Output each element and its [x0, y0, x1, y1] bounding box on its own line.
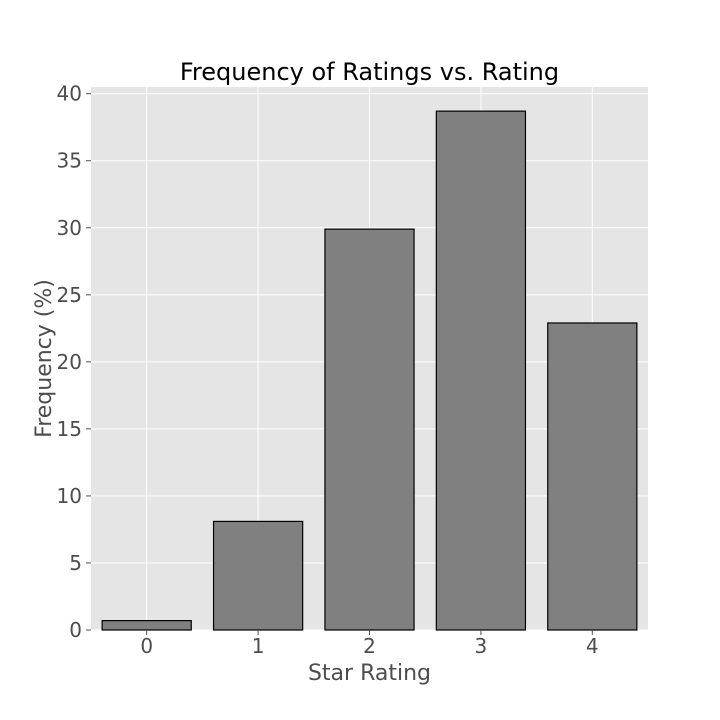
chart-title: Frequency of Ratings vs. Rating: [180, 58, 559, 86]
bar-rating-2: [324, 228, 415, 631]
y-tick-label: 30: [57, 216, 82, 240]
y-tick-label: 40: [57, 82, 82, 106]
x-tick-label: 1: [252, 634, 265, 658]
y-tick-label: 35: [57, 149, 82, 173]
y-tick-label: 0: [69, 618, 82, 642]
bar-rating-0: [101, 620, 192, 631]
y-tick-label: 20: [57, 350, 82, 374]
bar-rating-3: [435, 110, 527, 631]
axis-ticks: 0 5 10 15 20 25 30 35 40 0 1 2 3 4: [57, 82, 599, 658]
x-tick-label: 0: [140, 634, 153, 658]
x-axis-label: Star Rating: [308, 661, 431, 686]
y-axis-label: Frequency (%): [32, 279, 57, 438]
x-tick-label: 3: [475, 634, 488, 658]
bar-rating-4: [547, 322, 638, 631]
x-tick-label: 2: [363, 634, 376, 658]
y-tick-label: 25: [57, 283, 82, 307]
y-tick-label: 10: [57, 484, 82, 508]
y-tick-label: 5: [69, 551, 82, 575]
x-tick-label: 4: [586, 634, 599, 658]
y-tick-label: 15: [57, 417, 82, 441]
bar-rating-1: [212, 520, 304, 631]
